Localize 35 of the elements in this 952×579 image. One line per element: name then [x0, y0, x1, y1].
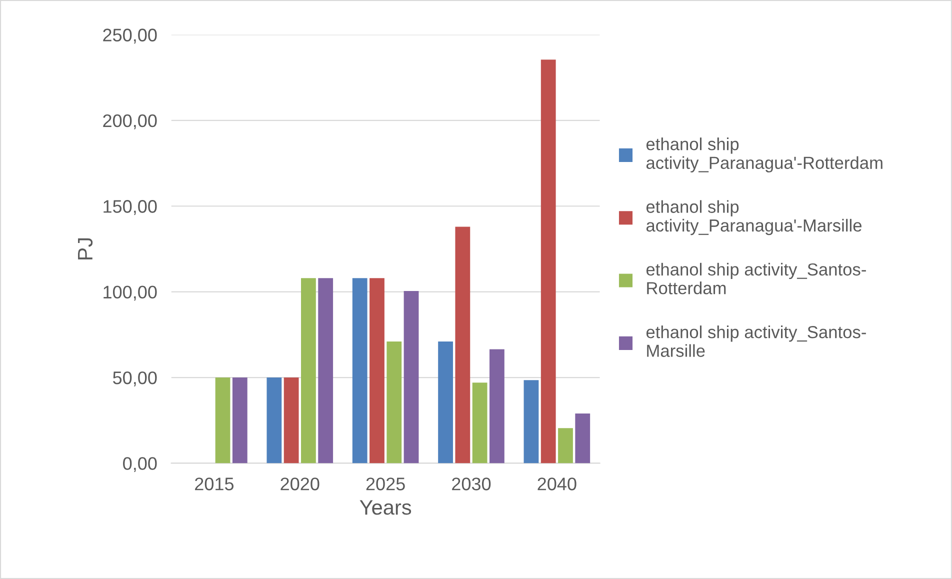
x-tick-label: 2030	[452, 478, 491, 490]
bar	[575, 414, 590, 464]
bar	[232, 378, 248, 464]
legend-label: ethanol ship activity_Paranagua'-Rotterdam	[646, 138, 882, 172]
bar	[386, 342, 402, 464]
bar	[352, 278, 368, 464]
bar	[215, 378, 230, 464]
bar	[472, 382, 488, 464]
x-tick-label: 2025	[366, 478, 405, 490]
bar	[370, 278, 384, 464]
y-tick-label: 100,00	[104, 286, 157, 301]
bar	[301, 278, 316, 464]
legend-label: ethanol ship activity_Santos-Marsille	[646, 326, 866, 357]
y-tick-label: 150,00	[104, 200, 157, 215]
bar	[540, 60, 556, 464]
legend-label: ethanol ship activity_Paranagua'-Marsille	[646, 200, 862, 236]
legend-label: ethanol ship activity_Santos-Rotterdam	[646, 262, 866, 294]
bar	[404, 290, 419, 464]
bar	[284, 378, 299, 464]
y-axis-title: PJ	[78, 238, 93, 260]
x-tick-label: 2015	[195, 478, 234, 490]
bar	[558, 428, 573, 464]
bar	[318, 278, 334, 464]
y-tick-label: 0,00	[123, 457, 157, 472]
bar	[524, 380, 539, 464]
y-tick-label: 250,00	[103, 28, 157, 44]
y-tick-label: 200,00	[103, 114, 157, 130]
bar	[455, 226, 470, 464]
bar	[266, 378, 282, 464]
x-tick-label: 2040	[538, 478, 576, 490]
y-tick-label: 50,00	[113, 371, 157, 386]
x-axis-title: Years	[360, 500, 412, 515]
bar	[438, 342, 453, 464]
x-tick-label: 2020	[280, 478, 320, 490]
bar	[489, 349, 504, 464]
